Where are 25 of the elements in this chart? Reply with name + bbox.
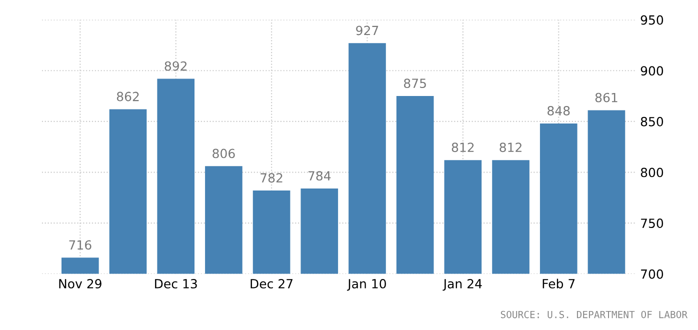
data-label: 812 (500, 142, 522, 152)
y-tick-label: 950 (640, 15, 664, 25)
x-tick-label: Nov 29 (59, 278, 102, 288)
data-label: 927 (356, 26, 378, 36)
x-tick-label: Feb 7 (542, 278, 575, 288)
data-label: 806 (212, 148, 235, 158)
x-tick-label: Dec 13 (155, 278, 197, 288)
y-tick-label: 800 (640, 168, 664, 178)
y-tick-label: 850 (640, 116, 664, 126)
y-tick-label: 750 (641, 218, 664, 228)
data-label: 716 (69, 240, 92, 250)
x-tick-label: Jan 10 (347, 278, 386, 291)
data-label: 784 (308, 171, 331, 181)
x-tick-label: Jan 24 (442, 278, 482, 291)
data-label: 812 (452, 142, 474, 152)
data-label: 861 (595, 92, 618, 102)
x-tick-label: Dec 27 (250, 278, 293, 288)
data-label: 848 (548, 106, 570, 116)
data-label: 875 (404, 78, 426, 88)
y-tick-label: 900 (640, 66, 664, 76)
source-note: SOURCE: U.S. DEPARTMENT OF LABOR (500, 310, 688, 318)
y-tick-label: 700 (641, 269, 664, 279)
data-label: 892 (164, 61, 187, 71)
data-label: 782 (260, 173, 282, 183)
data-label: 862 (116, 92, 139, 102)
